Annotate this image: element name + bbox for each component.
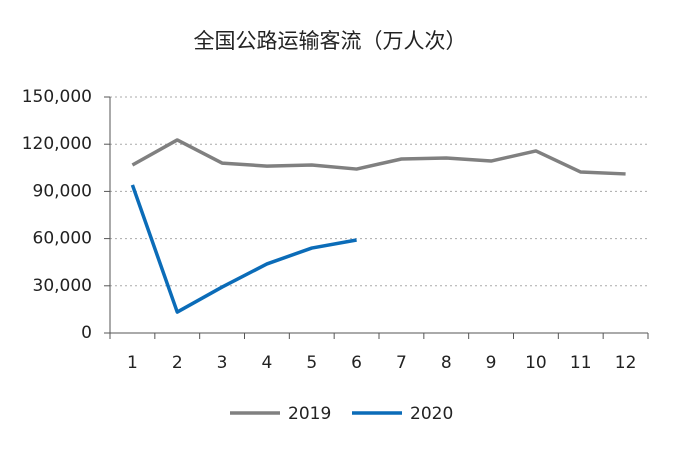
x-tick-label: 9 xyxy=(486,353,497,373)
x-tick-label: 6 xyxy=(351,353,362,373)
y-tick-label: 60,000 xyxy=(33,229,92,249)
y-tick-label: 90,000 xyxy=(33,181,92,201)
x-tick-label: 4 xyxy=(262,353,273,373)
x-tick-label: 8 xyxy=(441,353,452,373)
legend-label: 2020 xyxy=(410,404,453,424)
x-tick-label: 11 xyxy=(570,353,592,373)
y-tick-label: 120,000 xyxy=(22,134,92,154)
x-tick-label: 12 xyxy=(615,353,637,373)
x-tick-label: 1 xyxy=(127,353,138,373)
x-tick-label: 10 xyxy=(525,353,547,373)
x-tick-label: 3 xyxy=(217,353,228,373)
x-tick-label: 2 xyxy=(172,353,183,373)
legend-label: 2019 xyxy=(288,404,331,424)
x-tick-label: 7 xyxy=(396,353,407,373)
y-tick-label: 0 xyxy=(81,323,92,343)
y-tick-label: 150,000 xyxy=(22,87,92,107)
chart-title: 全国公路运输客流（万人次） xyxy=(194,29,467,53)
y-tick-label: 30,000 xyxy=(33,276,92,296)
series-line xyxy=(130,184,357,314)
series-line xyxy=(131,138,626,176)
x-tick-label: 5 xyxy=(306,353,317,373)
